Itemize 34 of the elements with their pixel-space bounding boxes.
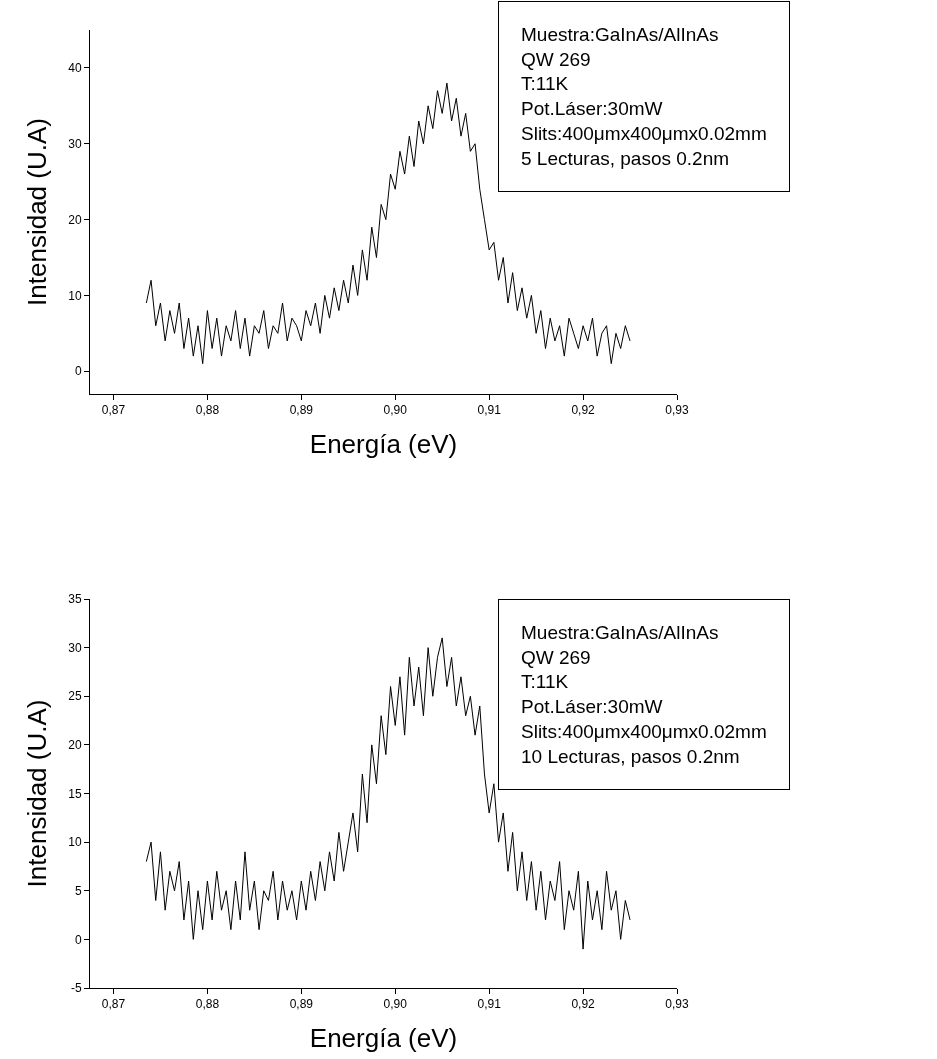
x-tick-label: 0,87 <box>101 997 126 1012</box>
x-tick-label: 0,92 <box>571 403 596 418</box>
y-axis-title: Intensidad (U.A) <box>21 699 52 888</box>
y-tick-label: 20 <box>68 738 82 753</box>
x-tick-label: 0,88 <box>195 403 220 418</box>
y-tick-label: 30 <box>68 136 82 151</box>
x-tick-label: 0,89 <box>289 403 314 418</box>
x-tick-label: 0,93 <box>665 403 689 418</box>
y-tick-label: 20 <box>68 212 82 227</box>
annotation: Muestra:GaInAs/AlInAs QW 269 T:11K Pot.Láser:30mW Slits:400μmx400μmx0.02mm 10 Lecturas, pasos 0.2nm <box>521 622 767 767</box>
x-tick-label: 0,87 <box>101 403 126 418</box>
x-tick-label: 0,88 <box>195 997 220 1012</box>
y-tick-label: 40 <box>68 61 82 76</box>
annotation: Muestra:GaInAs/AlInAs QW 269 T:11K Pot.Láser:30mW Slits:400μmx400μmx0.02mm 5 Lecturas, pasos 0.2nm <box>521 24 767 169</box>
y-axis-title: Intensidad (U.A) <box>21 118 52 306</box>
x-tick-label: 0,90 <box>383 403 408 418</box>
y-tick-label: 25 <box>68 689 82 704</box>
y-tick-label: 15 <box>68 786 82 801</box>
y-tick-label: -5 <box>70 981 82 996</box>
y-tick-label: 5 <box>74 883 82 898</box>
y-tick-label: 30 <box>68 640 82 655</box>
y-tick-label: 0 <box>74 364 82 379</box>
y-tick-label: 10 <box>68 288 82 303</box>
y-tick-label: 35 <box>68 592 82 607</box>
x-tick-label: 0,90 <box>383 997 408 1012</box>
x-tick-label: 0,91 <box>477 403 502 418</box>
y-tick-label: 10 <box>68 835 82 850</box>
x-tick-label: 0,93 <box>665 997 689 1012</box>
x-tick-label: 0,89 <box>289 997 314 1012</box>
x-tick-label: 0,91 <box>477 997 502 1012</box>
x-tick-label: 0,92 <box>571 997 596 1012</box>
y-tick-label: 0 <box>74 932 82 947</box>
x-axis-title: Energía (eV) <box>309 1023 458 1054</box>
x-axis-title: Energía (eV) <box>309 429 458 460</box>
